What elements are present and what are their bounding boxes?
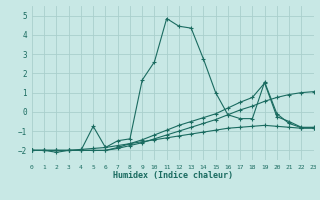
X-axis label: Humidex (Indice chaleur): Humidex (Indice chaleur) xyxy=(113,171,233,180)
